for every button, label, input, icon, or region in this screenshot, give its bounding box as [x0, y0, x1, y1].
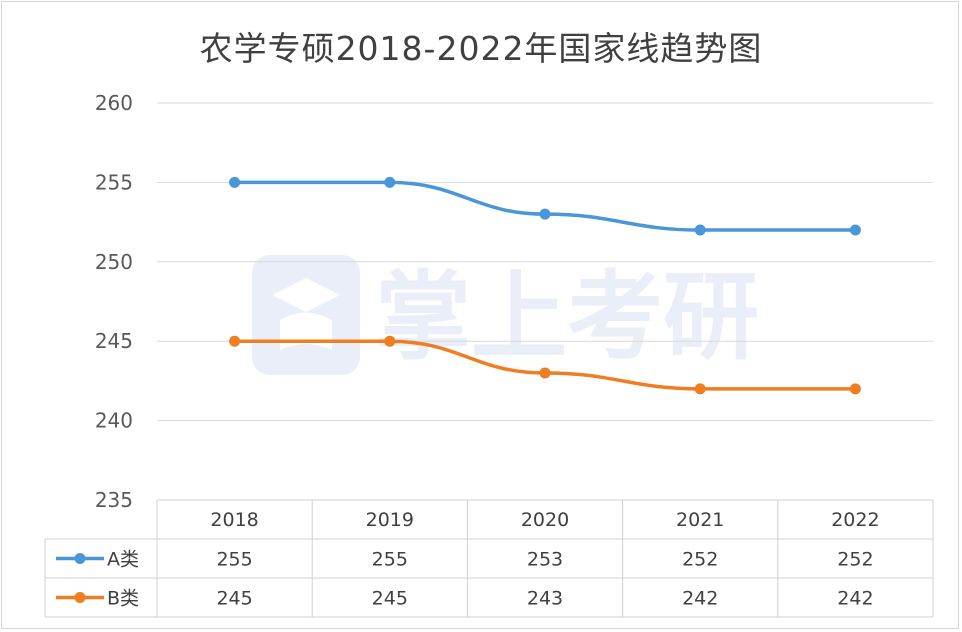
data-point — [849, 383, 861, 395]
x-tick-label: 2021 — [676, 509, 724, 531]
legend-marker — [74, 592, 86, 603]
data-label: 253 — [527, 549, 563, 571]
data-label: 245 — [372, 588, 408, 610]
data-point — [694, 224, 706, 236]
data-point — [849, 224, 861, 236]
legend-marker — [74, 553, 86, 564]
x-tick-label: 2022 — [831, 509, 879, 531]
x-tick-label: 2019 — [366, 509, 414, 531]
data-point — [229, 176, 241, 188]
y-tick-label: 235 — [95, 488, 133, 512]
data-point — [539, 367, 551, 379]
y-tick-label: 245 — [95, 329, 133, 353]
data-point — [694, 383, 706, 395]
series-line-0 — [234, 180, 856, 232]
data-label: 242 — [682, 588, 718, 610]
y-tick-label: 240 — [95, 409, 133, 433]
x-tick-label: 2020 — [521, 509, 569, 531]
data-label: 252 — [682, 549, 718, 571]
series-line-1 — [234, 339, 856, 391]
data-point — [384, 335, 396, 347]
data-label: 255 — [372, 549, 408, 571]
data-point — [539, 208, 551, 220]
data-label: 255 — [216, 549, 252, 571]
y-tick-label: 255 — [95, 170, 133, 194]
y-tick-label: 250 — [95, 250, 133, 274]
legend-label: A类 — [107, 549, 139, 571]
data-label: 242 — [837, 588, 873, 610]
data-point — [229, 335, 241, 347]
x-tick-label: 2018 — [210, 509, 258, 531]
data-point — [384, 176, 396, 188]
y-tick-label: 260 — [95, 91, 133, 115]
data-label: 245 — [216, 588, 252, 610]
data-label: 243 — [527, 588, 563, 610]
legend-label: B类 — [107, 588, 139, 610]
chart-title: 农学专硕2018-2022年国家线趋势图 — [199, 29, 763, 68]
data-label: 252 — [837, 549, 873, 571]
